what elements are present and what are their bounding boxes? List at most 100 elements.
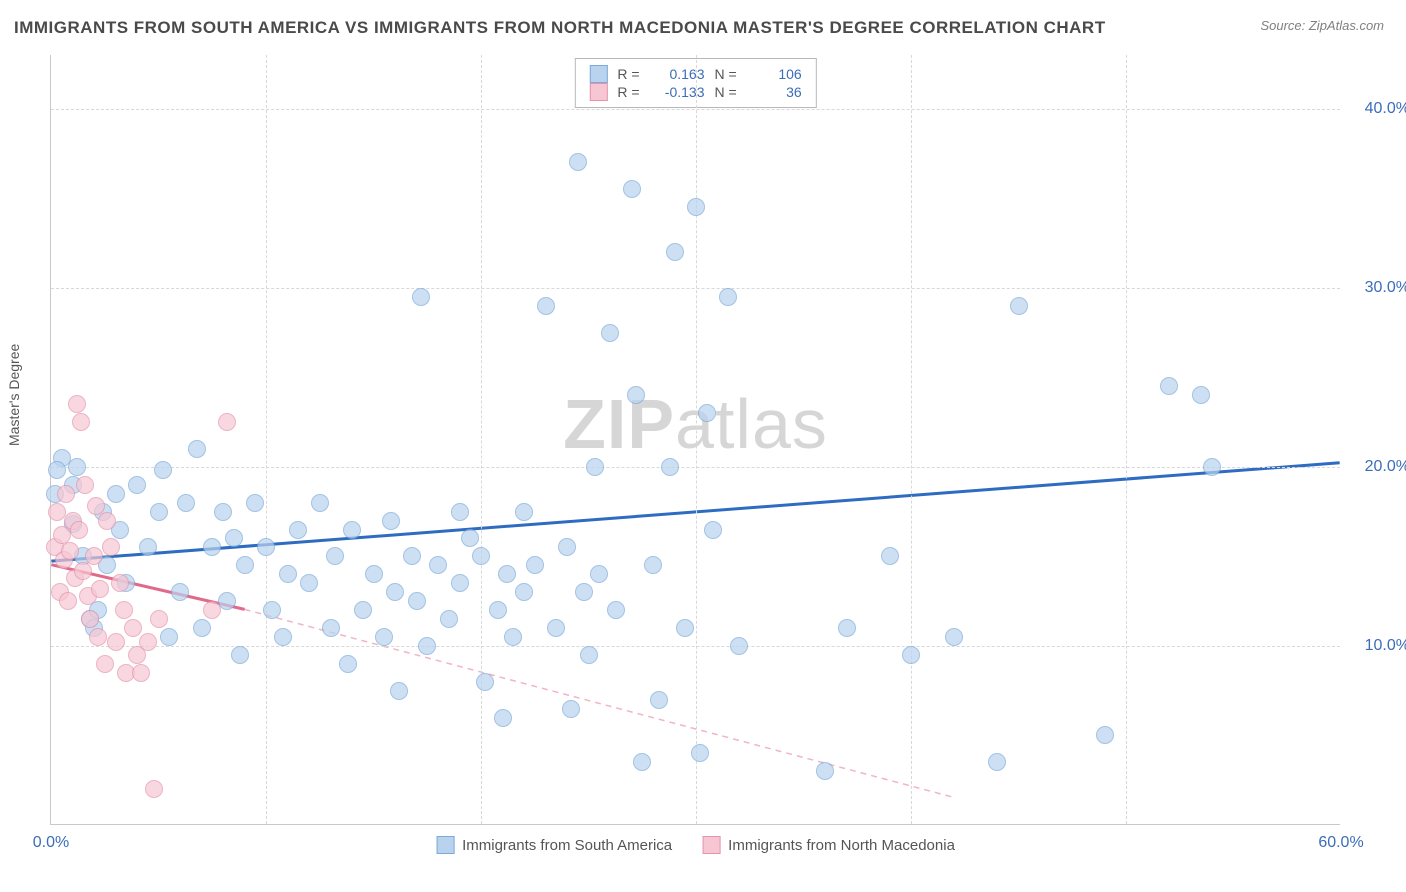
scatter-point [494,709,512,727]
scatter-point [382,512,400,530]
scatter-point [68,458,86,476]
scatter-point [150,610,168,628]
chart-area: ZIPatlas R =0.163N =106R =-0.133N =36 Im… [50,55,1340,825]
page-title: IMMIGRANTS FROM SOUTH AMERICA VS IMMIGRA… [14,18,1106,38]
scatter-point [98,512,116,530]
legend-series-item: Immigrants from South America [436,836,672,854]
scatter-point [193,619,211,637]
scatter-point [580,646,598,664]
y-tick-label: 40.0% [1350,100,1406,118]
scatter-point [386,583,404,601]
scatter-point [225,529,243,547]
scatter-point [558,538,576,556]
scatter-point [472,547,490,565]
scatter-point [236,556,254,574]
scatter-point [408,592,426,610]
scatter-point [945,628,963,646]
scatter-point [354,601,372,619]
scatter-point [171,583,189,601]
scatter-point [107,485,125,503]
scatter-point [838,619,856,637]
x-tick-label: 0.0% [33,834,69,852]
scatter-point [650,691,668,709]
scatter-point [289,521,307,539]
scatter-point [339,655,357,673]
legend-swatch [589,83,607,101]
y-tick-label: 30.0% [1350,279,1406,297]
scatter-point [150,503,168,521]
scatter-point [418,637,436,655]
scatter-point [145,780,163,798]
scatter-point [687,198,705,216]
legend-series-label: Immigrants from South America [462,837,672,854]
scatter-point [124,619,142,637]
scatter-point [1010,297,1028,315]
legend-series: Immigrants from South America Immigrants … [436,836,955,854]
scatter-point [562,700,580,718]
legend-r-label: R = [617,84,639,100]
scatter-point [569,153,587,171]
scatter-point [1160,377,1178,395]
y-tick-label: 20.0% [1350,458,1406,476]
scatter-point [988,753,1006,771]
scatter-point [279,565,297,583]
scatter-point [102,538,120,556]
gridline-v [1126,55,1127,824]
scatter-point [515,583,533,601]
scatter-point [154,461,172,479]
scatter-point [214,503,232,521]
scatter-point [96,655,114,673]
scatter-point [132,664,150,682]
scatter-point [85,547,103,565]
scatter-point [575,583,593,601]
scatter-point [644,556,662,574]
gridline-v [266,55,267,824]
scatter-point [246,494,264,512]
gridline-v [481,55,482,824]
scatter-point [730,637,748,655]
scatter-point [203,601,221,619]
scatter-point [72,413,90,431]
scatter-point [365,565,383,583]
scatter-point [537,297,555,315]
scatter-point [257,538,275,556]
scatter-point [1096,726,1114,744]
scatter-point [311,494,329,512]
scatter-point [218,413,236,431]
scatter-point [676,619,694,637]
scatter-point [322,619,340,637]
scatter-point [412,288,430,306]
scatter-point [515,503,533,521]
scatter-point [451,503,469,521]
scatter-point [504,628,522,646]
scatter-point [526,556,544,574]
scatter-point [160,628,178,646]
scatter-point [666,243,684,261]
scatter-point [343,521,361,539]
y-tick-label: 10.0% [1350,637,1406,655]
scatter-point [68,395,86,413]
legend-swatch [436,836,454,854]
scatter-point [633,753,651,771]
scatter-point [48,461,66,479]
scatter-point [1203,458,1221,476]
scatter-point [188,440,206,458]
scatter-point [719,288,737,306]
legend-n-value: 36 [747,84,802,100]
legend-swatch [589,65,607,83]
scatter-point [70,521,88,539]
legend-n-label: N = [715,84,737,100]
scatter-point [816,762,834,780]
legend-series-label: Immigrants from North Macedonia [728,837,955,854]
scatter-point [139,538,157,556]
gridline-v [911,55,912,824]
scatter-point [177,494,195,512]
gridline-v [696,55,697,824]
scatter-point [203,538,221,556]
legend-swatch [702,836,720,854]
scatter-point [623,180,641,198]
scatter-point [89,628,107,646]
scatter-point [451,574,469,592]
scatter-point [231,646,249,664]
scatter-point [111,574,129,592]
